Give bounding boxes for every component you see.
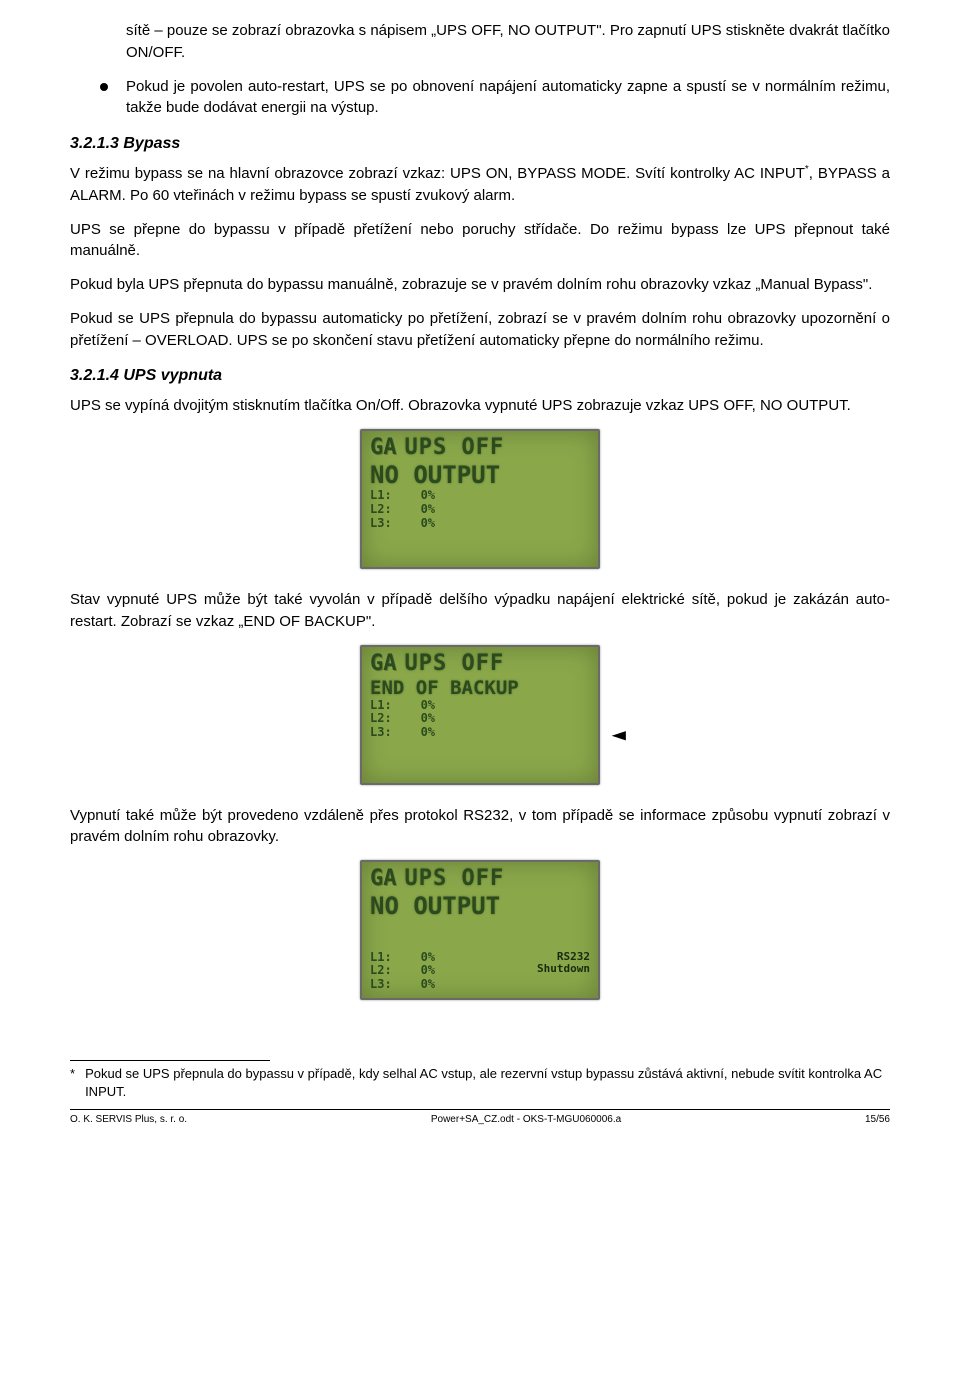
- section-heading-ups-off: 3.2.1.4 UPS vypnuta: [70, 367, 890, 385]
- paragraph: UPS se vypíná dvojitým stisknutím tlačít…: [70, 395, 890, 417]
- lcd-logo-icon: GA: [370, 868, 397, 890]
- text-span: V režimu bypass se na hlavní obrazovce z…: [70, 165, 805, 182]
- footnote-text: Pokud se UPS přepnula do bypassu v přípa…: [85, 1065, 890, 1101]
- paragraph: Pokud byla UPS přepnuta do bypassu manuá…: [70, 274, 890, 296]
- paragraph: V režimu bypass se na hlavní obrazovce z…: [70, 163, 890, 207]
- footnote-separator: [70, 1060, 270, 1061]
- lcd-line2: END OF BACKUP: [370, 677, 590, 699]
- footnote: * Pokud se UPS přepnula do bypassu v pří…: [70, 1065, 890, 1101]
- lcd-load-lines: L1: 0% L2: 0% L3: 0%: [370, 489, 590, 530]
- list-item: sítě – pouze se zobrazí obrazovka s nápi…: [70, 20, 890, 64]
- bullet-list: sítě – pouze se zobrazí obrazovka s nápi…: [70, 20, 890, 119]
- paragraph: UPS se přepne do bypassu v případě přetí…: [70, 219, 890, 263]
- footnote-marker: *: [70, 1065, 75, 1101]
- lcd-title: UPS OFF: [405, 437, 591, 459]
- bullet-text: Pokud je povolen auto-restart, UPS se po…: [126, 76, 890, 120]
- paragraph: Pokud se UPS přepnula do bypassu automat…: [70, 308, 890, 352]
- page-footer: O. K. SERVIS Plus, s. r. o. Power+SA_CZ.…: [70, 1110, 890, 1129]
- section-heading-bypass: 3.2.1.3 Bypass: [70, 135, 890, 153]
- lcd-load-lines: L1: 0% L2: 0% L3: 0%: [370, 699, 590, 740]
- lcd-line2: NO OUTPUT: [370, 461, 590, 489]
- lcd-corner-label: RS232 Shutdown: [537, 951, 590, 992]
- footer-left: O. K. SERVIS Plus, s. r. o.: [70, 1114, 187, 1125]
- bullet-text: sítě – pouze se zobrazí obrazovka s nápi…: [126, 20, 890, 64]
- arrow-left-icon: ◄: [612, 720, 626, 748]
- footer-center: Power+SA_CZ.odt - OKS-T-MGU060006.a: [431, 1114, 621, 1125]
- lcd-title: UPS OFF: [405, 653, 591, 675]
- lcd-rs232-label: RS232: [537, 951, 590, 963]
- footer-right: 15/56: [865, 1114, 890, 1125]
- list-item: Pokud je povolen auto-restart, UPS se po…: [70, 76, 890, 120]
- lcd-title: UPS OFF: [405, 868, 591, 890]
- lcd-logo-icon: GA: [370, 437, 397, 459]
- lcd-screen: GA UPS OFF NO OUTPUT L1: 0% L2: 0% L3: 0…: [360, 860, 600, 1000]
- lcd-line2: NO OUTPUT: [370, 892, 590, 920]
- bullet-dot-icon: [100, 83, 108, 91]
- lcd-shutdown-label: Shutdown: [537, 963, 590, 975]
- lcd-load-lines: L1: 0% L2: 0% L3: 0%: [370, 951, 435, 992]
- paragraph: Vypnutí také může být provedeno vzdáleně…: [70, 805, 890, 849]
- lcd-screen: GA UPS OFF END OF BACKUP L1: 0% L2: 0% L…: [360, 645, 600, 785]
- lcd-figure-no-output: GA UPS OFF NO OUTPUT L1: 0% L2: 0% L3: 0…: [70, 429, 890, 569]
- lcd-figure-rs232: GA UPS OFF NO OUTPUT L1: 0% L2: 0% L3: 0…: [70, 860, 890, 1000]
- lcd-screen: GA UPS OFF NO OUTPUT L1: 0% L2: 0% L3: 0…: [360, 429, 600, 569]
- lcd-logo-icon: GA: [370, 653, 397, 675]
- lcd-figure-end-of-backup: GA UPS OFF END OF BACKUP L1: 0% L2: 0% L…: [70, 645, 890, 785]
- paragraph: Stav vypnuté UPS může být také vyvolán v…: [70, 589, 890, 633]
